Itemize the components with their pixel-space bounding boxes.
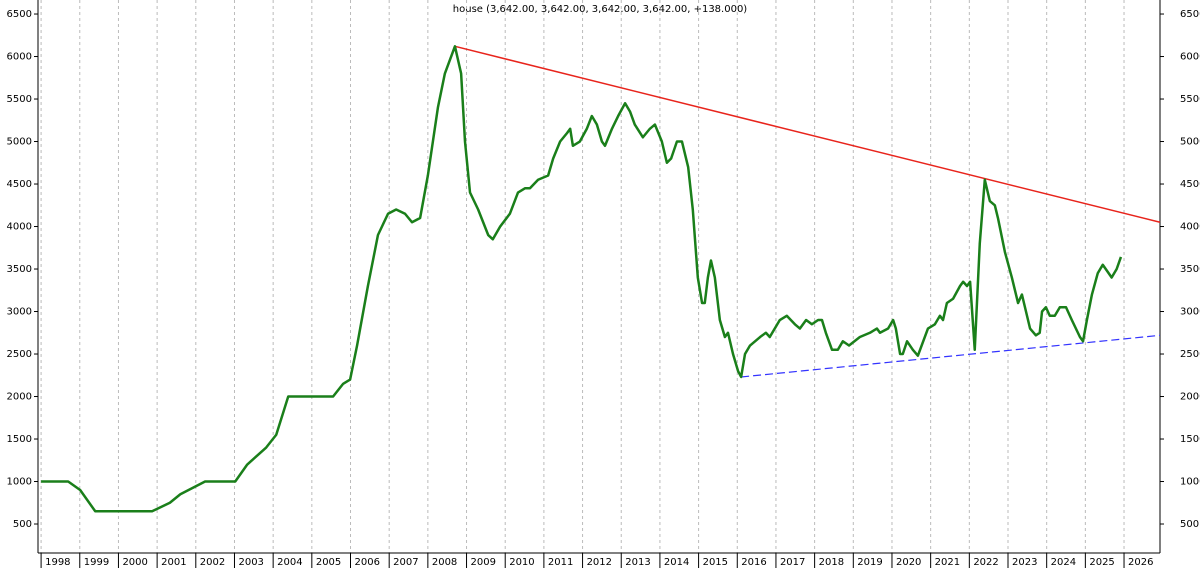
x-tick-label: 2009 [471, 557, 496, 568]
y-tick-label: 500 [13, 519, 32, 530]
y-tick-label-right: 500 [1180, 519, 1199, 530]
x-tick-label: 2001 [161, 557, 186, 568]
x-tick-label: 2004 [277, 557, 302, 568]
x-tick-label: 2021 [935, 557, 960, 568]
x-tick-label: 2018 [819, 557, 844, 568]
y-tick-label-right: 1000 [1180, 477, 1200, 488]
x-tick-label: 2010 [509, 557, 534, 568]
x-tick-label: 2017 [780, 557, 805, 568]
x-tick-label: 2015 [703, 557, 728, 568]
x-tick-label: 2011 [548, 557, 573, 568]
y-tick-label-right: 6500 [1180, 9, 1200, 20]
x-tick-label: 2003 [238, 557, 263, 568]
y-tick-label-right: 2000 [1180, 392, 1200, 403]
series-line [41, 45, 1123, 513]
x-tick-label: 2005 [316, 557, 341, 568]
x-tick-label: 2020 [896, 557, 921, 568]
y-tick-label: 4500 [7, 179, 32, 190]
x-tick-label: 2006 [355, 557, 380, 568]
y-tick-label: 4000 [7, 222, 32, 233]
x-tick-label: 2012 [587, 557, 612, 568]
trend-line [454, 45, 1161, 223]
x-tick-label: 2023 [1012, 557, 1037, 568]
x-tick-label: 2013 [625, 557, 650, 568]
x-tick-label: 2002 [200, 557, 225, 568]
y-tick-label: 6500 [7, 9, 32, 20]
x-tick-label: 2008 [432, 557, 457, 568]
trend-line [741, 334, 1161, 378]
y-tick-label-right: 4500 [1180, 179, 1200, 190]
x-tick-label: 2014 [664, 557, 689, 568]
y-tick-label: 2000 [7, 392, 32, 403]
y-tick-label-right: 6000 [1180, 52, 1200, 63]
y-tick-label-right: 3500 [1180, 264, 1200, 275]
y-tick-label-right: 2500 [1180, 349, 1200, 360]
y-tick-label: 6000 [7, 52, 32, 63]
y-tick-label: 5000 [7, 137, 32, 148]
x-tick-label: 2007 [393, 557, 418, 568]
x-tick-label: 2000 [122, 557, 147, 568]
y-tick-label-right: 1500 [1180, 434, 1200, 445]
y-tick-label: 1000 [7, 477, 32, 488]
x-tick-label: 2019 [857, 557, 882, 568]
x-tick-label: 2016 [741, 557, 766, 568]
y-tick-label: 3500 [7, 264, 32, 275]
y-tick-label: 5500 [7, 94, 32, 105]
y-tick-label: 1500 [7, 434, 32, 445]
x-tick-label: 1999 [84, 557, 109, 568]
y-tick-label-right: 3000 [1180, 307, 1200, 318]
x-tick-label: 2024 [1051, 557, 1076, 568]
x-tick-label: 2026 [1128, 557, 1153, 568]
x-tick-label: 1998 [45, 557, 70, 568]
y-tick-label: 3000 [7, 307, 32, 318]
x-tick-label: 2025 [1089, 557, 1114, 568]
y-tick-label-right: 5000 [1180, 137, 1200, 148]
x-tick-label: 2022 [973, 557, 998, 568]
y-tick-label-right: 4000 [1180, 222, 1200, 233]
y-tick-label-right: 5500 [1180, 94, 1200, 105]
chart-title: house (3,642.00, 3,642.00, 3,642.00, 3,6… [453, 4, 748, 15]
y-tick-label: 2500 [7, 349, 32, 360]
